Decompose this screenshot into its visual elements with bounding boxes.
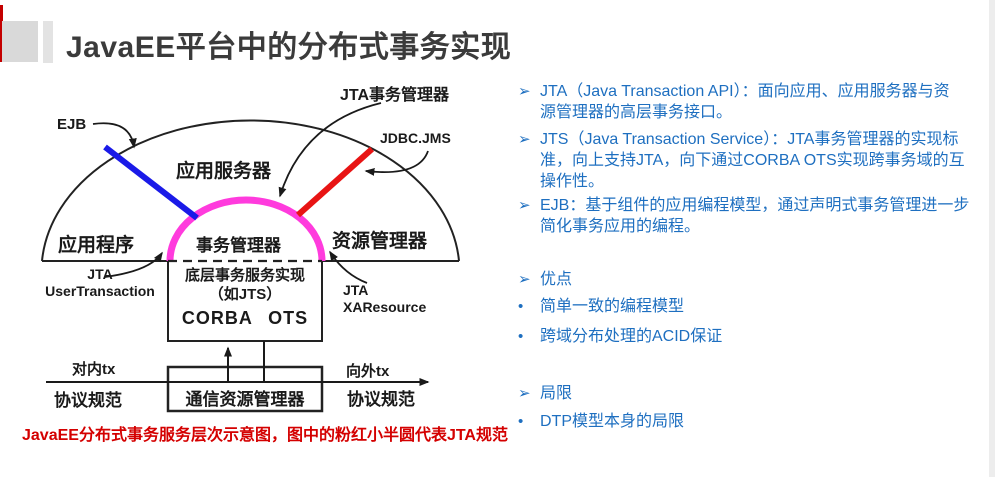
bullet-text: EJB：基于组件的应用编程模型，通过声明式事务管理进一步 简化事务应用的编程。: [540, 197, 970, 235]
diagram-caption: JavaEE分布式事务服务层次示意图，图中的粉红小半圆代表JTA规范: [22, 427, 508, 444]
bullet-text: 局限: [540, 385, 573, 402]
arrow-bullet-icon: ➢: [518, 131, 531, 148]
jta-tm-pointer-arrow: [278, 102, 382, 198]
right-edge-strip: [989, 0, 995, 477]
bullet-text: JTA（Java Transaction API）：面向应用、应用服务器与资 源…: [540, 83, 950, 121]
ejb-blue-line: [103, 144, 199, 221]
implementation-box-text: 底层事务服务实现 （如JTS） CORBA OTS: [169, 266, 321, 328]
application-program-label: 应用程序: [58, 235, 135, 256]
jdbc-pointer-arrow: [364, 150, 429, 176]
bullet-acid: • 跨域分布处理的ACID保证: [512, 326, 990, 347]
bullet-jta: ➢ JTA（Java Transaction API）：面向应用、应用服务器与资…: [512, 81, 990, 123]
protocol-spec-right-label: 协议规范: [347, 390, 415, 409]
bullet-text: DTP模型本身的局限: [540, 413, 685, 430]
bullet-ejb: ➢ EJB：基于组件的应用编程模型，通过声明式事务管理进一步 简化事务应用的编程…: [512, 195, 990, 237]
arrow-bullet-icon: ➢: [518, 385, 531, 402]
dot-bullet-icon: •: [518, 413, 524, 430]
transaction-manager-label: 事务管理器: [196, 236, 281, 255]
jdbc-jms-label: JDBC.JMS: [380, 130, 451, 146]
xaresource-pointer-arrow: [329, 250, 368, 284]
comm-resource-manager-label: 通信资源管理器: [185, 390, 305, 409]
bullet-advantages: ➢ 优点: [512, 269, 990, 290]
outer-dome-arc: [41, 119, 460, 262]
comm-resource-box: [166, 365, 324, 413]
bullet-jts: ➢ JTS（Java Transaction Service）：JTA事务管理器…: [512, 129, 990, 192]
bullet-dtp-limitation: • DTP模型本身的局限: [512, 411, 990, 432]
dot-bullet-icon: •: [518, 298, 524, 315]
jta-xaresource-label: JTA XAResource: [343, 282, 427, 315]
arrow-bullet-icon: ➢: [518, 83, 531, 100]
bullet-text: 优点: [540, 271, 573, 288]
bullet-text: JTS（Java Transaction Service）：JTA事务管理器的实…: [540, 131, 965, 190]
bullet-limitations: ➢ 局限: [512, 383, 990, 404]
jta-transaction-manager-label: JTA事务管理器: [340, 87, 450, 104]
arrow-bullet-icon: ➢: [518, 271, 531, 288]
usertransaction-pointer-arrow: [104, 251, 163, 278]
jta-usertransaction-label: JTA UserTransaction: [45, 266, 155, 299]
ejb-pointer-arrow: [92, 122, 137, 149]
slide-title: JavaEE平台中的分布式事务实现: [66, 31, 512, 64]
bullet-text: 简单一致的编程模型: [540, 298, 685, 315]
bullet-text: 跨域分布处理的ACID保证: [540, 328, 723, 345]
inner-tx-label: 对内tx: [72, 361, 116, 378]
outer-tx-label: 向外tx: [346, 363, 390, 380]
impl-line2: （如JTS）: [208, 286, 282, 303]
dot-bullet-icon: •: [518, 328, 524, 345]
jdbc-red-line: [296, 146, 374, 218]
protocol-spec-left-label: 协议规范: [54, 391, 122, 410]
red-accent-bar: [0, 5, 3, 62]
application-server-label: 应用服务器: [176, 161, 272, 182]
impl-line1: 底层事务服务实现: [184, 267, 305, 284]
pink-jta-arc: [166, 196, 326, 262]
decorative-gray-bar: [43, 21, 53, 63]
decorative-gray-square: [2, 21, 38, 62]
resource-manager-label: 资源管理器: [332, 231, 428, 252]
arrow-bullet-icon: ➢: [518, 197, 531, 214]
ejb-label: EJB: [57, 116, 87, 133]
bullet-panel: ➢ JTA（Java Transaction API）：面向应用、应用服务器与资…: [512, 0, 990, 477]
implementation-box: [167, 261, 323, 342]
corba-ots-label: CORBA OTS: [181, 308, 309, 328]
bullet-simple-model: • 简单一致的编程模型: [512, 296, 990, 317]
